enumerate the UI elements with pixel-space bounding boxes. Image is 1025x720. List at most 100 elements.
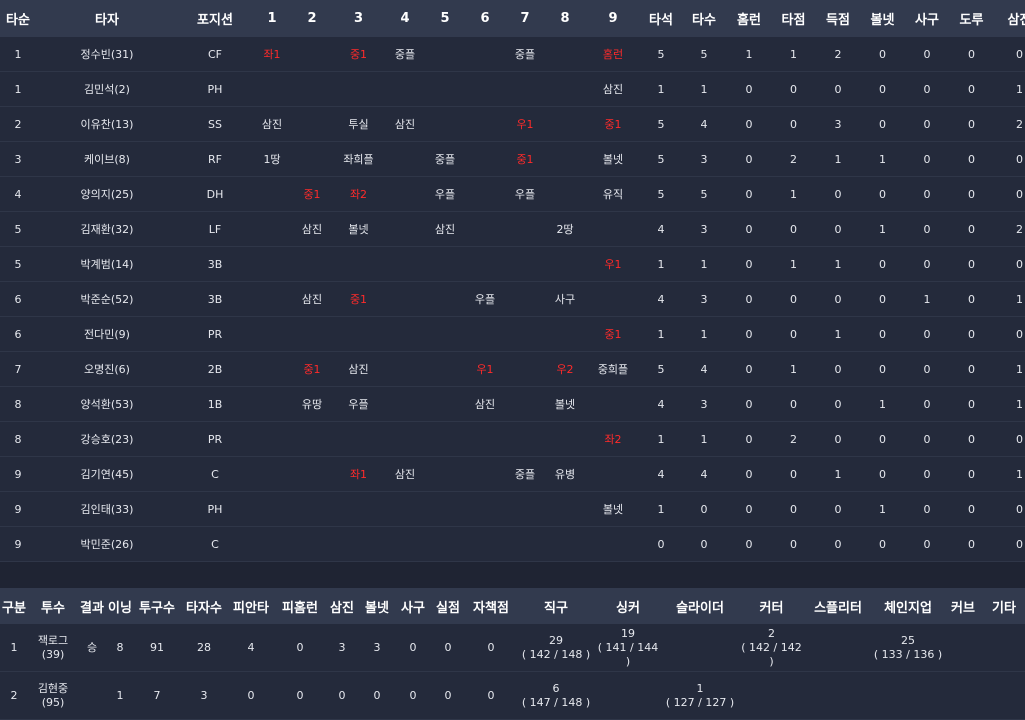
batter-stat: 0 (994, 491, 1025, 527)
batting-order: 5 (0, 246, 36, 282)
inning-result (585, 211, 641, 247)
batter-stat: 0 (905, 386, 949, 422)
inning-result (465, 491, 505, 527)
batting-header-cell: 4 (385, 0, 425, 37)
inning-result (505, 351, 545, 387)
inning-result: 삼진 (252, 106, 292, 142)
batter-stat: 0 (816, 351, 860, 387)
batter-stat: 1 (641, 71, 681, 107)
batter-stat: 0 (905, 351, 949, 387)
batter-stat: 1 (994, 71, 1025, 107)
pitching-header-row: 구분 투수 결과 이닝 투구수 타자수 피안타 피홈런 삼진 볼넷 사구 실점 자책점 직구 싱커 슬라이더 커… (0, 588, 1025, 624)
pitcher-stat: 0 (466, 624, 516, 672)
batter-stat: 0 (771, 386, 816, 422)
batter-stat: 0 (860, 526, 905, 562)
batter-stat: 0 (771, 211, 816, 247)
batter-position: LF (178, 211, 252, 247)
pitcher-stat-value: 2 (10, 688, 18, 702)
pitcher-stat: 3 (358, 624, 396, 672)
batter-stat: 0 (994, 316, 1025, 352)
inning-result (505, 491, 545, 527)
pitcher-stat-value: 3 (200, 688, 208, 702)
pitcher-stat-value: 0 (444, 640, 452, 654)
inning-result (505, 386, 545, 422)
inning-result (505, 281, 545, 317)
batter-stat: 0 (816, 526, 860, 562)
inning-result: 중1 (332, 37, 385, 72)
pitching-header-cell: 투수 (28, 588, 78, 624)
inning-result (585, 281, 641, 317)
batter-position: 1B (178, 386, 252, 422)
batter-row: 5 박계범(14) 3B 우1 1 1 0 1 1 0 0 0 0 (0, 246, 1025, 282)
batting-order: 3 (0, 141, 36, 177)
batter-row: 1 정수빈(31) CF 좌1 중1 중플 중플 홈런 5 5 1 1 2 0 0 0 0 (0, 37, 1025, 72)
inning-result (505, 316, 545, 352)
inning-result: 우1 (585, 246, 641, 282)
pitcher-name: 잭로그 (39) (28, 624, 78, 672)
batter-stat: 0 (905, 176, 949, 212)
inning-result (385, 246, 425, 282)
batting-header-cell: 타수 (681, 0, 727, 37)
inning-result (292, 106, 332, 142)
inning-result: 중1 (585, 316, 641, 352)
inning-result: 중1 (292, 351, 332, 387)
inning-result (425, 246, 465, 282)
inning-result (505, 246, 545, 282)
batter-stat: 0 (905, 456, 949, 492)
pitcher-stat: 0 (466, 671, 516, 720)
pitch-type-cell: 1( 127 / 127 ) (660, 671, 740, 720)
inning-result (425, 491, 465, 527)
batter-stat: 0 (816, 491, 860, 527)
inning-result (465, 246, 505, 282)
batting-header-cell: 득점 (816, 0, 860, 37)
batting-header-cell: 도루 (949, 0, 994, 37)
batter-stat: 0 (949, 351, 994, 387)
batting-body: 1 정수빈(31) CF 좌1 중1 중플 중플 홈런 5 5 1 1 2 0 0 0 0 1 김민석(2) PH 삼진… (0, 37, 1025, 562)
batter-stat: 0 (949, 526, 994, 562)
batter-stat: 0 (771, 526, 816, 562)
inning-result (425, 106, 465, 142)
batter-stat: 0 (949, 246, 994, 282)
batter-stat: 0 (994, 421, 1025, 457)
batter-stat: 0 (905, 71, 949, 107)
batter-stat: 1 (681, 246, 727, 282)
batter-stat: 4 (641, 456, 681, 492)
pitcher-stat: 91 (134, 624, 180, 672)
inning-result (292, 456, 332, 492)
pitcher-stat: 0 (430, 624, 466, 672)
inning-result: 유땅 (292, 386, 332, 422)
inning-result: 1땅 (252, 141, 292, 177)
pitcher-stat: 0 (228, 671, 274, 720)
batting-order: 9 (0, 491, 36, 527)
pitching-header-cell: 사구 (396, 588, 430, 624)
pitcher-stat-value: 승 (86, 640, 98, 654)
batter-stat: 5 (641, 141, 681, 177)
inning-result (465, 526, 505, 562)
inning-result (425, 421, 465, 457)
batter-stat: 1 (816, 246, 860, 282)
inning-result (292, 421, 332, 457)
batter-name: 박준순(52) (36, 281, 178, 317)
batter-name: 김민석(2) (36, 71, 178, 107)
batting-header-cell: 7 (505, 0, 545, 37)
batter-stat: 0 (860, 316, 905, 352)
batter-position: C (178, 456, 252, 492)
pitching-header-cell: 삼진 (326, 588, 358, 624)
pitch-type-cell (660, 624, 740, 672)
batter-stat: 1 (771, 176, 816, 212)
batter-stat: 1 (641, 491, 681, 527)
pitch-count: 6 (552, 681, 560, 695)
inning-result (465, 141, 505, 177)
batter-stat: 1 (641, 316, 681, 352)
inning-result (545, 526, 585, 562)
inning-result: 2땅 (545, 211, 585, 247)
batting-order: 7 (0, 351, 36, 387)
batter-name: 박계범(14) (36, 246, 178, 282)
pitcher-name: 김현중 (95) (28, 671, 78, 720)
batter-stat: 3 (681, 211, 727, 247)
pitch-count: 25 (901, 633, 915, 647)
pitcher-name-text: 잭로그 (37, 633, 69, 647)
batter-stat: 5 (641, 176, 681, 212)
pitcher-stat-value: 0 (247, 688, 255, 702)
inning-result (465, 316, 505, 352)
